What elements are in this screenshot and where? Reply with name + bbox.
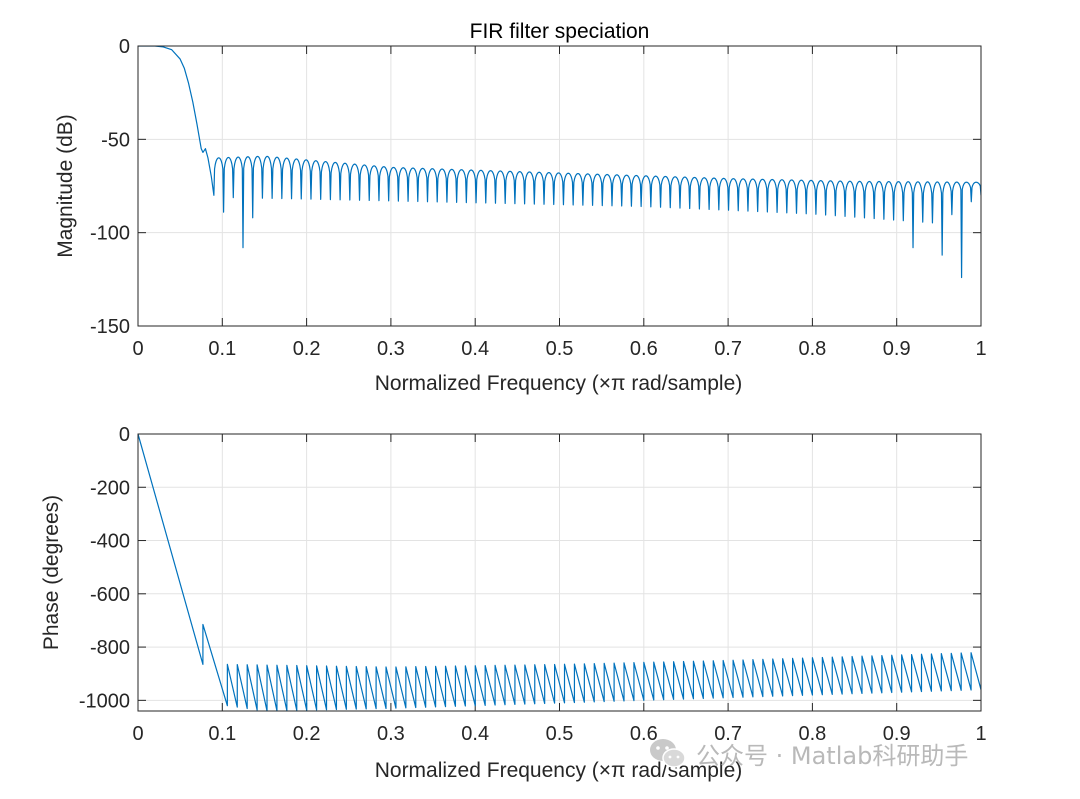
x-tick-label: 0.4: [461, 338, 489, 360]
y-tick-label: -50: [101, 129, 130, 151]
x-tick-label: 0.1: [208, 723, 236, 745]
x-tick-label: 0.4: [461, 723, 489, 745]
wechat-icon: [650, 738, 686, 768]
x-tick-label: 0.6: [630, 723, 658, 745]
x-tick-label: 0.2: [293, 723, 321, 745]
magnitude-line: [138, 46, 981, 279]
x-tick-label: 1: [975, 723, 986, 745]
y-tick-label: -1000: [79, 690, 130, 712]
x-tick-label: 0.5: [546, 338, 574, 360]
y-tick-label: -200: [90, 477, 130, 499]
x-tick-label: 0.8: [798, 723, 826, 745]
y-axis-label: Magnitude (dB): [54, 114, 77, 258]
y-tick-label: -150: [90, 316, 130, 338]
watermark: 公众号 · Matlab科研助手: [648, 736, 968, 771]
phase-line: [138, 434, 981, 711]
x-axis-label: Normalized Frequency (×π rad/sample): [375, 759, 743, 782]
x-tick-label: 0: [132, 723, 143, 745]
y-axis-label: Phase (degrees): [40, 495, 63, 650]
y-tick-label: -600: [90, 584, 130, 606]
x-tick-label: 0.9: [883, 338, 911, 360]
y-tick-label: -800: [90, 637, 130, 659]
y-tick-label: -100: [90, 223, 130, 245]
x-tick-label: 0.7: [714, 723, 742, 745]
y-tick-label: 0: [119, 424, 130, 446]
x-tick-label: 0.7: [714, 338, 742, 360]
x-tick-label: 0: [132, 338, 143, 360]
axes-box: [137, 433, 982, 712]
y-tick-label: 0: [119, 36, 130, 58]
x-tick-label: 0.8: [798, 338, 826, 360]
x-tick-label: 0.6: [630, 338, 658, 360]
phase-plot: 0 0.1 0.2 0.3 0.4 0.5 0.6 0.7 0.8 0.9 1 0 -200 -400 -6…: [40, 424, 987, 782]
x-tick-label: 0.5: [546, 723, 574, 745]
axes-box: [137, 45, 982, 327]
x-axis-label: Normalized Frequency (×π rad/sample): [375, 372, 743, 395]
watermark-text: 公众号 · Matlab科研助手: [696, 742, 969, 770]
x-tick-label: 0.9: [883, 723, 911, 745]
chart-title: FIR filter speciation: [470, 20, 650, 43]
magnitude-plot: 0 0.1 0.2 0.3 0.4 0.5 0.6 0.7 0.8 0.9 1 0 -50 -100 -15…: [54, 20, 987, 395]
x-tick-label: 0.3: [377, 723, 405, 745]
x-tick-label: 0.3: [377, 338, 405, 360]
x-tick-label: 0.1: [208, 338, 236, 360]
y-tick-label: -400: [90, 531, 130, 553]
x-tick-label: 0.2: [293, 338, 321, 360]
x-tick-label: 1: [975, 338, 986, 360]
